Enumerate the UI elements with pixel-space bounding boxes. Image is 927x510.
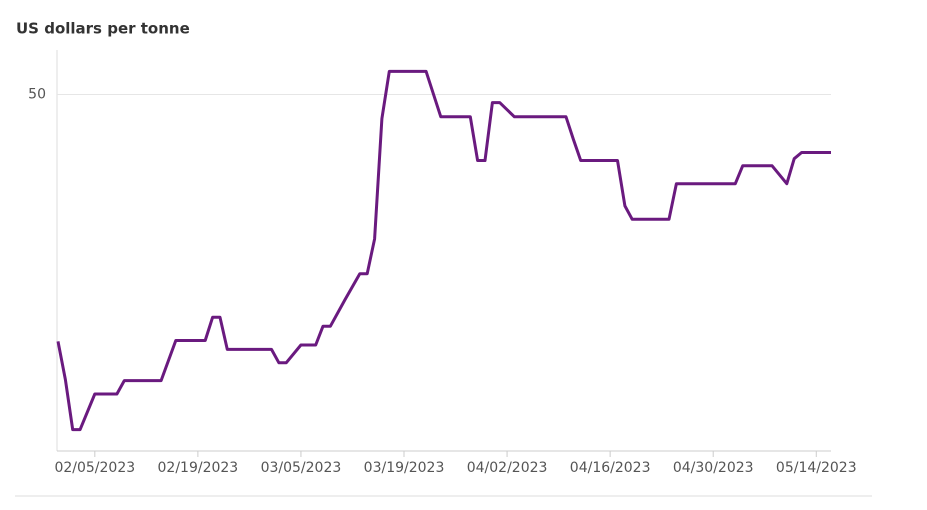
x-tick-label: 04/02/2023 <box>467 460 548 476</box>
x-tick-label: 04/30/2023 <box>673 460 754 476</box>
y-tick-label: 50 <box>28 87 46 103</box>
x-tick-label: 03/05/2023 <box>261 460 342 476</box>
x-tick-label: 04/16/2023 <box>570 460 651 476</box>
x-tick-label: 02/05/2023 <box>54 460 135 476</box>
x-tick-label: 03/19/2023 <box>364 460 445 476</box>
x-tick-label: 05/14/2023 <box>776 460 857 476</box>
x-tick-label: 02/19/2023 <box>158 460 239 476</box>
data-line <box>56 69 831 432</box>
y-axis-label: US dollars per tonne <box>16 20 190 38</box>
